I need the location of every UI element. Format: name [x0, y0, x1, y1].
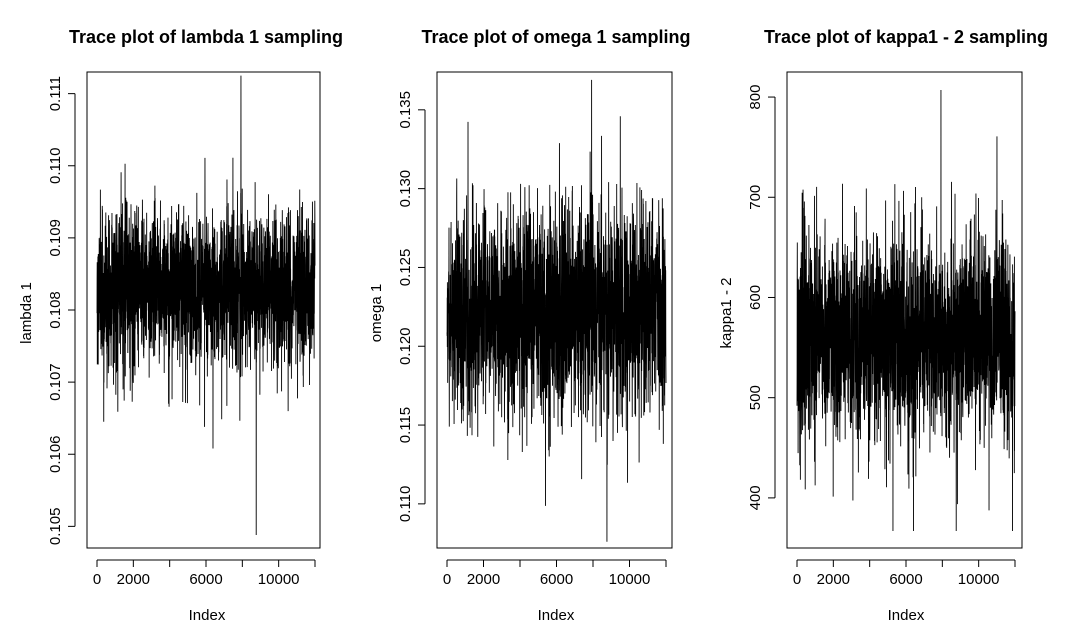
- y-axis: 0.110 0.115 0.120 0.125 0.130 0.135: [397, 91, 426, 522]
- x-axis: 0 2000 6000 10000: [93, 559, 316, 588]
- y-tick-label: 0.106: [47, 435, 64, 473]
- x-axis-label: Index: [189, 607, 226, 624]
- x-axis-label: Index: [538, 607, 575, 624]
- x-tick-label: 6000: [189, 571, 222, 588]
- x-tick-label: 10000: [609, 571, 651, 588]
- x-axis-label: Index: [888, 607, 925, 624]
- y-axis-label: kappa1 - 2: [718, 278, 735, 349]
- trace-line: [96, 75, 316, 536]
- x-tick-label: 0: [793, 571, 801, 588]
- y-axis: 0.105 0.106 0.107 0.108 0.109 0.110 0.111: [47, 76, 76, 546]
- y-tick-label: 0.109: [47, 219, 64, 257]
- y-tick-label: 0.111: [47, 76, 64, 111]
- y-tick-label: 0.130: [397, 170, 414, 208]
- panel-title: Trace plot of lambda 1 sampling: [69, 27, 343, 47]
- y-tick-label: 0.110: [397, 486, 414, 522]
- y-tick-label: 0.105: [47, 508, 64, 546]
- x-axis: 0 2000 6000 10000: [443, 559, 667, 588]
- trace-series: [796, 90, 1016, 531]
- y-tick-label: 0.107: [47, 363, 64, 401]
- x-tick-label: 10000: [958, 571, 1000, 588]
- y-tick-label: 0.135: [397, 91, 414, 129]
- trace-line: [446, 79, 667, 542]
- panel-kappa1-2: Trace plot of kappa1 - 2 sampling 0 2000 6…: [718, 27, 1048, 624]
- x-tick-label: 2000: [467, 571, 500, 588]
- y-tick-label: 700: [747, 185, 764, 210]
- y-axis: 400 500 600 700 800: [747, 85, 776, 510]
- x-tick-label: 0: [443, 571, 451, 588]
- y-tick-label: 600: [747, 285, 764, 310]
- plot-frame: [786, 71, 1023, 549]
- x-tick-label: 2000: [817, 571, 850, 588]
- y-tick-label: 400: [747, 485, 764, 510]
- y-axis-label: lambda 1: [18, 282, 35, 344]
- y-tick-label: 800: [747, 85, 764, 110]
- y-tick-label: 0.115: [397, 407, 414, 443]
- trace-line: [796, 90, 1016, 531]
- y-tick-label: 0.120: [397, 327, 414, 365]
- y-tick-label: 0.110: [47, 148, 64, 184]
- trace-series: [446, 79, 667, 542]
- x-tick-label: 6000: [540, 571, 573, 588]
- x-tick-label: 2000: [117, 571, 150, 588]
- panel-omega-1: Trace plot of omega 1 sampling 0 2000 6000…: [368, 27, 691, 624]
- y-tick-label: 500: [747, 385, 764, 410]
- y-tick-label: 0.108: [47, 291, 64, 329]
- x-tick-label: 6000: [889, 571, 922, 588]
- plot-frame: [86, 71, 321, 549]
- x-tick-label: 10000: [258, 571, 300, 588]
- panel-title: Trace plot of omega 1 sampling: [421, 27, 690, 47]
- y-axis-label: omega 1: [368, 284, 385, 342]
- x-axis: 0 2000 6000 10000: [793, 559, 1016, 588]
- trace-series: [96, 75, 316, 536]
- panel-title: Trace plot of kappa1 - 2 sampling: [764, 27, 1048, 47]
- panel-lambda-1: Trace plot of lambda 1 sampling 0 2000 600…: [18, 27, 343, 624]
- plot-frame: [436, 71, 673, 549]
- x-tick-label: 0: [93, 571, 101, 588]
- y-tick-label: 0.125: [397, 249, 414, 287]
